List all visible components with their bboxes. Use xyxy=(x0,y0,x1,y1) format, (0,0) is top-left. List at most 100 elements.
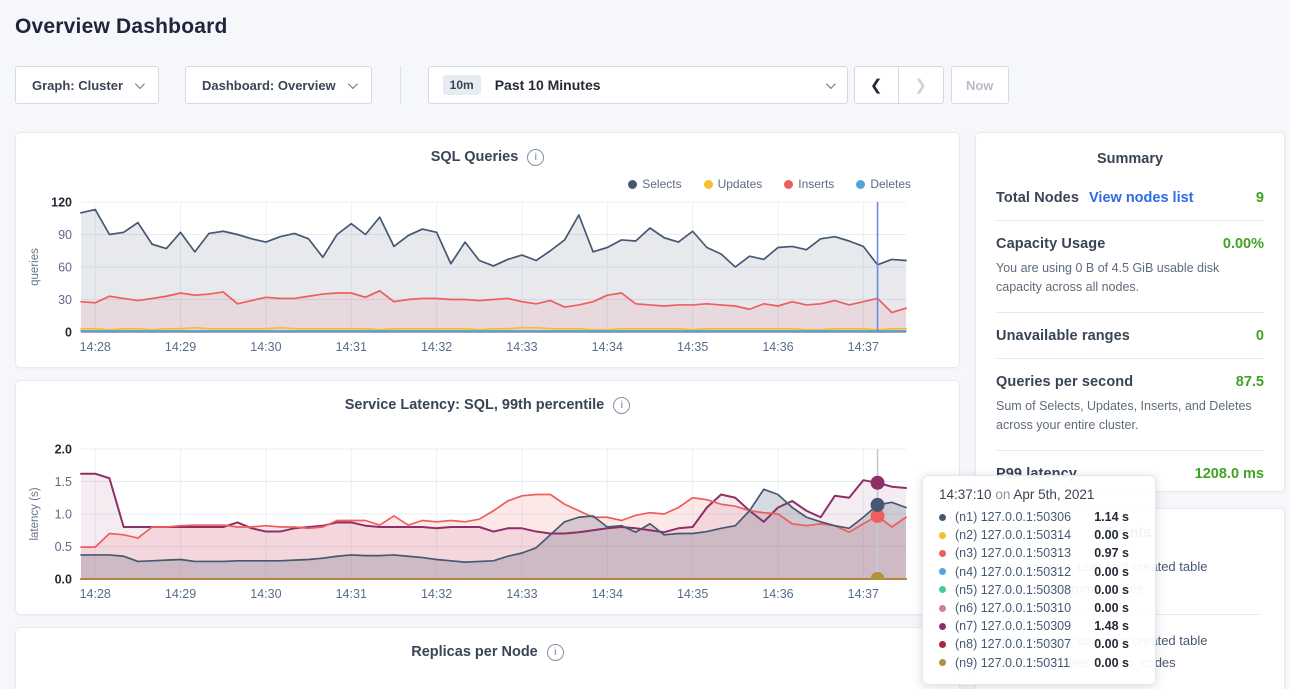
tooltip-node-label: (n4) 127.0.0.1:50312 xyxy=(955,564,1072,579)
chart-hover-tooltip: 14:37:10 on Apr 5th, 2021 (n1) 127.0.0.1… xyxy=(922,475,1156,685)
svg-text:14:37: 14:37 xyxy=(848,340,879,354)
svg-text:2.0: 2.0 xyxy=(55,443,72,457)
replicas-per-node-chart-card: Replicas per Node i xyxy=(15,627,960,689)
tooltip-node-label: (n2) 127.0.0.1:50314 xyxy=(955,528,1072,543)
chart-header: Service Latency: SQL, 99th percentile i xyxy=(16,395,959,415)
svg-text:60: 60 xyxy=(58,261,72,275)
chevron-down-icon xyxy=(134,78,145,89)
legend-item-selects[interactable]: Selects xyxy=(628,177,682,191)
tooltip-node-value: 0.97 s xyxy=(1094,546,1129,561)
legend-item-deletes[interactable]: Deletes xyxy=(856,177,911,191)
time-range-label: Past 10 Minutes xyxy=(494,77,601,93)
graph-scope-dropdown[interactable]: Graph: Cluster xyxy=(15,66,160,104)
summary-row: Queries per second 87.5 Sum of Selects, Up… xyxy=(996,359,1264,451)
chart-header: Replicas per Node i xyxy=(16,642,959,662)
dashboard-label: Dashboard: Overview xyxy=(202,77,336,93)
tooltip-node-label: (n5) 127.0.0.1:50308 xyxy=(955,582,1072,597)
chart-title: Replicas per Node xyxy=(411,644,538,660)
now-button[interactable]: Now xyxy=(950,66,1009,104)
svg-text:14:32: 14:32 xyxy=(421,340,452,354)
series-dot-icon xyxy=(939,568,946,576)
chevron-down-icon xyxy=(347,78,358,89)
svg-text:14:32: 14:32 xyxy=(421,587,452,601)
series-dot-icon xyxy=(939,531,946,539)
summary-row-main: Unavailable ranges 0 xyxy=(996,328,1264,344)
svg-text:30: 30 xyxy=(58,293,72,307)
svg-text:14:31: 14:31 xyxy=(336,340,367,354)
svg-text:14:29: 14:29 xyxy=(165,587,196,601)
legend-dot-icon xyxy=(628,179,638,189)
time-range-badge: 10m xyxy=(442,75,481,95)
legend-dot-icon xyxy=(703,179,713,189)
legend-item-inserts[interactable]: Inserts xyxy=(784,177,834,191)
series-dot-icon xyxy=(939,549,946,557)
svg-text:14:35: 14:35 xyxy=(677,340,708,354)
time-prev-button[interactable]: ❮ xyxy=(853,66,899,104)
tooltip-node-value: 0.00 s xyxy=(1094,655,1129,670)
legend-dot-icon xyxy=(856,179,866,189)
svg-text:90: 90 xyxy=(58,228,72,242)
legend-label: Inserts xyxy=(798,177,835,191)
tooltip-node-label: (n3) 127.0.0.1:50313 xyxy=(955,546,1072,561)
chevron-right-icon: ❯ xyxy=(914,77,927,94)
chevron-left-icon: ❮ xyxy=(869,77,883,94)
summary-desc: You are using 0 B of 4.5 GiB usable disk… xyxy=(996,261,1220,295)
info-icon[interactable]: i xyxy=(546,643,564,661)
tooltip-time: 14:37:10 xyxy=(939,487,992,502)
summary-rows: Total Nodes View nodes list 9 Capacity Usag… xyxy=(996,175,1264,496)
service-latency-chart-card: Service Latency: SQL, 99th percentile i … xyxy=(15,380,960,615)
legend-dot-icon xyxy=(784,179,794,189)
svg-text:queries: queries xyxy=(29,248,41,286)
svg-text:0.0: 0.0 xyxy=(55,573,72,587)
series-dot-icon xyxy=(939,659,946,667)
chevron-down-icon xyxy=(825,78,836,89)
summary-row-main: Queries per second 87.5 xyxy=(996,374,1264,390)
legend-item-updates[interactable]: Updates xyxy=(703,177,762,191)
tooltip-rows: (n1) 127.0.0.1:50306 1.14 s (n2) 127.0.0.1… xyxy=(939,508,1141,672)
svg-text:14:30: 14:30 xyxy=(250,587,281,601)
chart-title: SQL Queries xyxy=(430,149,519,165)
tooltip-node-value: 0.00 s xyxy=(1094,601,1129,616)
chart-plot[interactable]: 0 30 60 90 120 queries 14:28 14:29 14:30 14:31 14:… xyxy=(16,194,959,373)
controls-divider xyxy=(399,66,401,104)
svg-text:0: 0 xyxy=(65,326,72,340)
chart-legend: Selects Updates Inserts Deletes xyxy=(16,176,959,192)
summary-value: 0.00% xyxy=(1222,236,1264,252)
tooltip-node-label: (n8) 127.0.0.1:50307 xyxy=(955,637,1072,652)
tooltip-node-label: (n7) 127.0.0.1:50309 xyxy=(955,619,1072,634)
summary-value: 0 xyxy=(1255,327,1264,344)
svg-text:14:35: 14:35 xyxy=(677,587,708,601)
tooltip-row: (n1) 127.0.0.1:50306 1.14 s xyxy=(939,508,1141,526)
charts-column: SQL Queries i Selects Updates Inserts Delet… xyxy=(15,132,960,689)
tooltip-row: (n3) 127.0.0.1:50313 0.97 s xyxy=(939,544,1141,562)
tooltip-row: (n4) 127.0.0.1:50312 0.00 s xyxy=(939,563,1141,581)
chart-plot[interactable]: 0.0 0.5 1.0 1.5 2.0 latency (s) 14:28 14:29 14:3… xyxy=(16,441,959,620)
sql-queries-chart-card: SQL Queries i Selects Updates Inserts Delet… xyxy=(15,132,960,368)
svg-text:14:34: 14:34 xyxy=(592,340,623,354)
svg-text:14:30: 14:30 xyxy=(250,340,281,354)
svg-text:14:29: 14:29 xyxy=(165,340,196,354)
view-nodes-list-link[interactable]: View nodes list xyxy=(1089,190,1194,206)
svg-text:1.5: 1.5 xyxy=(55,475,72,489)
svg-text:0.5: 0.5 xyxy=(55,540,72,554)
dashboard-dropdown[interactable]: Dashboard: Overview xyxy=(185,66,372,104)
time-next-button[interactable]: ❯ xyxy=(898,66,944,104)
tooltip-node-label: (n6) 127.0.0.1:50310 xyxy=(955,601,1072,616)
chart-title: Service Latency: SQL, 99th percentile xyxy=(344,397,605,413)
time-range-selector[interactable]: 10m Past 10 Minutes xyxy=(427,66,848,104)
summary-card: Summary Total Nodes View nodes list 9 Capac… xyxy=(975,132,1285,492)
svg-text:1.0: 1.0 xyxy=(55,508,72,522)
info-icon[interactable]: i xyxy=(613,396,631,414)
series-dot-icon xyxy=(939,586,946,594)
svg-text:14:36: 14:36 xyxy=(762,587,793,601)
tooltip-row: (n8) 127.0.0.1:50307 0.00 s xyxy=(939,635,1141,653)
tooltip-node-value: 1.14 s xyxy=(1094,510,1129,525)
info-icon[interactable]: i xyxy=(527,148,545,166)
summary-row: Total Nodes View nodes list 9 xyxy=(996,175,1264,221)
series-dot-icon xyxy=(939,604,946,612)
tooltip-row: (n6) 127.0.0.1:50310 0.00 s xyxy=(939,599,1141,617)
tooltip-node-label: (n9) 127.0.0.1:50311 xyxy=(955,655,1071,670)
svg-text:14:37: 14:37 xyxy=(848,587,879,601)
svg-text:14:33: 14:33 xyxy=(506,340,537,354)
